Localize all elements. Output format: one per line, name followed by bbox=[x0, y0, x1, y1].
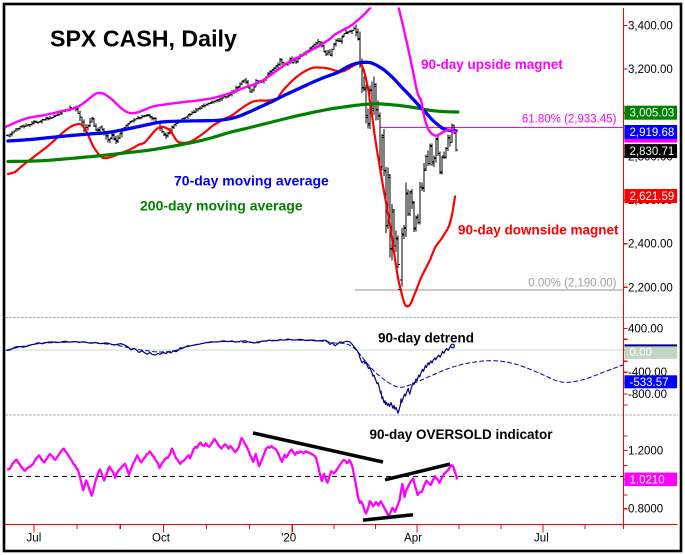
svg-text:'20: '20 bbox=[281, 533, 296, 545]
svg-text:Apr: Apr bbox=[404, 533, 422, 545]
svg-text:200-day moving average: 200-day moving average bbox=[140, 197, 303, 213]
svg-text:Jul: Jul bbox=[27, 533, 42, 545]
svg-text:90-day detrend: 90-day detrend bbox=[378, 330, 474, 345]
svg-text:2,621.59: 2,621.59 bbox=[630, 191, 675, 203]
svg-text:90-day OVERSOLD indicator: 90-day OVERSOLD indicator bbox=[370, 427, 554, 442]
svg-text:Oct: Oct bbox=[152, 533, 171, 545]
svg-text:SPX CASH, Daily: SPX CASH, Daily bbox=[50, 26, 237, 52]
svg-text:2,830.71: 2,830.71 bbox=[630, 146, 675, 158]
svg-text:0.00% (2,190.00): 0.00% (2,190.00) bbox=[528, 277, 616, 289]
svg-text:Jul: Jul bbox=[534, 533, 549, 545]
svg-text:2,200.00: 2,200.00 bbox=[628, 282, 673, 294]
svg-text:1.0210: 1.0210 bbox=[630, 474, 665, 486]
svg-text:-533.57: -533.57 bbox=[630, 377, 669, 389]
svg-text:70-day moving average: 70-day moving average bbox=[174, 172, 329, 188]
svg-text:2,400.00: 2,400.00 bbox=[628, 239, 673, 251]
svg-text:2,919.68: 2,919.68 bbox=[630, 127, 675, 139]
svg-text:61.80% (2,933.45): 61.80% (2,933.45) bbox=[522, 114, 617, 126]
svg-text:0.8000: 0.8000 bbox=[628, 504, 663, 516]
svg-text:0.00: 0.00 bbox=[630, 347, 652, 359]
svg-text:-800.00: -800.00 bbox=[628, 389, 667, 401]
svg-text:400.00: 400.00 bbox=[628, 323, 663, 335]
svg-text:1.2000: 1.2000 bbox=[628, 446, 663, 458]
svg-text:3,400.00: 3,400.00 bbox=[628, 21, 673, 33]
svg-text:90-day downside magnet: 90-day downside magnet bbox=[458, 223, 619, 238]
svg-text:90-day upside magnet: 90-day upside magnet bbox=[421, 57, 563, 72]
svg-text:3,200.00: 3,200.00 bbox=[628, 64, 673, 76]
svg-text:3,005.03: 3,005.03 bbox=[630, 108, 675, 120]
